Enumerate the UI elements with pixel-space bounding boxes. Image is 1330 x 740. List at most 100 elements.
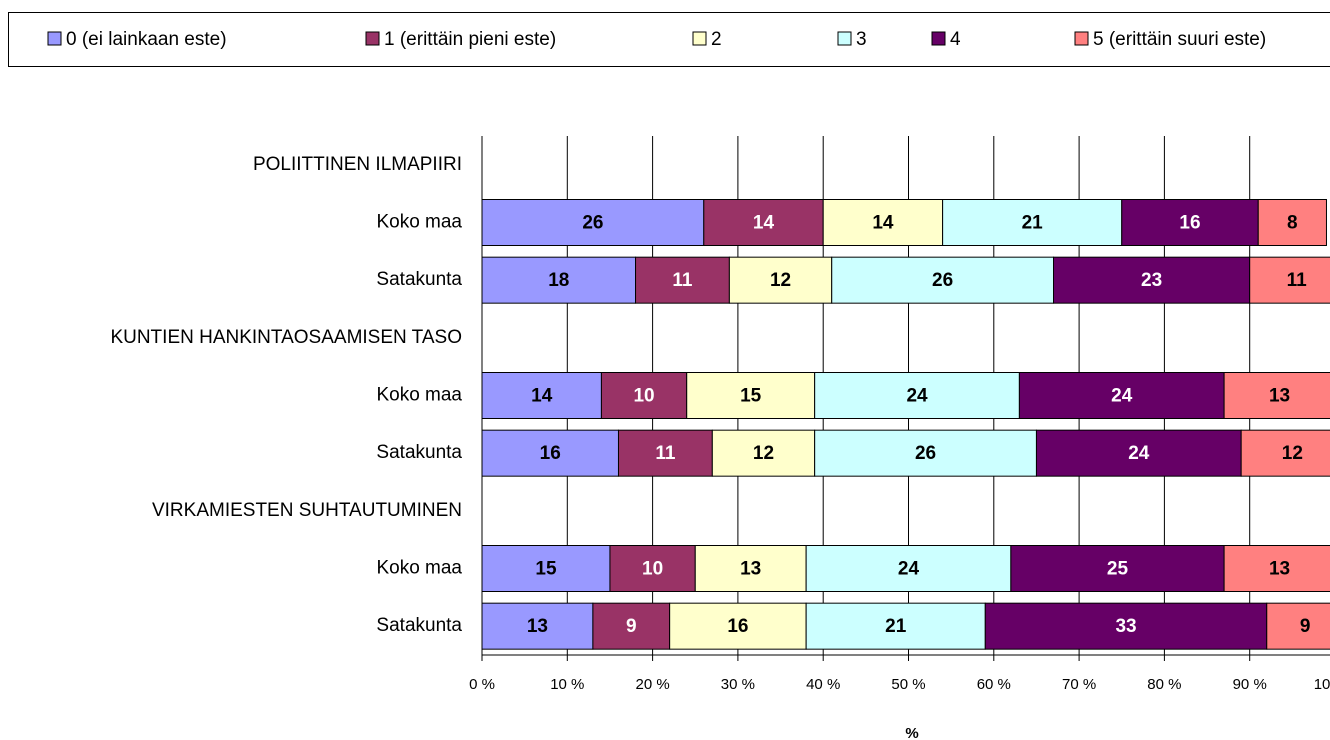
bar-segment [1223, 545, 1330, 592]
data-label: 13 [1269, 386, 1290, 407]
data-label: 14 [531, 386, 553, 407]
data-label: 12 [770, 270, 791, 291]
bar-segment [703, 199, 824, 246]
data-label: 24 [906, 386, 928, 407]
data-label: 9 [626, 616, 637, 637]
data-label: 16 [1179, 213, 1200, 234]
data-label: 24 [1128, 443, 1150, 464]
bar-segment [1053, 256, 1251, 304]
data-label: 14 [872, 213, 894, 234]
data-label: 9 [1300, 616, 1311, 637]
y-tick-label: Koko maa [376, 212, 462, 233]
y-tick-label: Satakunta [376, 269, 462, 290]
y-tick-label: Satakunta [376, 442, 462, 463]
data-label: 21 [1022, 213, 1044, 234]
x-tick-label: 70 % [1062, 676, 1096, 693]
bar-segment [822, 199, 944, 246]
bar-segment [635, 256, 730, 304]
data-label: 33 [1115, 616, 1136, 637]
legend-label: 1 (erittäin pieni este) [384, 29, 556, 50]
y-tick-label: POLIITTINEN ILMAPIIRI [253, 154, 462, 175]
legend-swatch [931, 31, 946, 46]
legend-box [8, 12, 1330, 67]
y-tick-label: Koko maa [376, 385, 462, 406]
bar-segment [669, 602, 807, 650]
y-tick-label: Satakunta [376, 615, 462, 636]
data-label: 13 [740, 559, 761, 580]
data-label: 21 [885, 616, 907, 637]
data-label: 18 [548, 270, 569, 291]
bar-segment [814, 372, 1020, 419]
data-label: 11 [1287, 270, 1308, 291]
legend-swatch [1074, 31, 1089, 46]
x-tick-label: 20 % [635, 676, 669, 693]
bar-segment [805, 545, 1012, 592]
x-tick-label: 60 % [977, 676, 1011, 693]
bar-segment [942, 199, 1123, 246]
legend-swatch [365, 31, 380, 46]
data-label: 10 [633, 386, 654, 407]
y-tick-label: Koko maa [376, 558, 462, 579]
data-label: 14 [753, 213, 775, 234]
data-label: 24 [1111, 386, 1133, 407]
bar-segment [1266, 602, 1330, 650]
bar-segment [711, 429, 816, 477]
data-label: 26 [915, 443, 936, 464]
bar-segment [805, 602, 986, 650]
data-label: 12 [753, 443, 774, 464]
bar-segment [984, 602, 1268, 650]
bar-segment [481, 602, 594, 650]
data-label: 23 [1141, 270, 1162, 291]
x-tick-label: 0 % [469, 676, 495, 693]
data-label: 13 [1269, 559, 1290, 580]
data-label: 26 [932, 270, 953, 291]
bar-segment [1249, 256, 1330, 304]
bar-segment [609, 545, 696, 592]
bar-segment [481, 429, 619, 477]
data-label: 25 [1107, 559, 1129, 580]
legend-label: 0 (ei lainkaan este) [66, 29, 227, 50]
bar-segment [686, 372, 816, 419]
bar-segment [1223, 372, 1330, 419]
data-label: 13 [527, 616, 548, 637]
data-label: 16 [727, 616, 748, 637]
data-label: 15 [740, 386, 762, 407]
bar-segment [1240, 429, 1330, 477]
x-tick-label: 100 % [1314, 676, 1330, 693]
bar-segment [617, 429, 713, 477]
x-tick-label: 30 % [721, 676, 755, 693]
bar-segment [814, 429, 1037, 477]
data-label: 24 [898, 559, 920, 580]
legend-swatch [692, 31, 707, 46]
x-tick-label: 10 % [550, 676, 584, 693]
legend-swatch [837, 31, 852, 46]
legend-swatch [47, 31, 62, 46]
data-label: 12 [1282, 443, 1303, 464]
bar-segment [481, 199, 705, 246]
bar-segment [600, 372, 688, 419]
legend-label: 4 [950, 29, 961, 50]
x-axis-title: % [905, 725, 918, 740]
legend-label: 5 (erittäin suuri este) [1093, 29, 1266, 50]
bar-segment [728, 256, 833, 304]
bar-segment [1257, 199, 1327, 246]
x-tick-label: 40 % [806, 676, 840, 693]
x-tick-label: 50 % [891, 676, 925, 693]
data-label: 11 [672, 270, 693, 291]
data-label: 11 [655, 443, 676, 464]
legend-label: 3 [856, 29, 867, 50]
y-tick-label: VIRKAMIESTEN SUHTAUTUMINEN [152, 500, 462, 521]
data-label: 16 [540, 443, 561, 464]
bar-segment [1018, 372, 1225, 419]
y-tick-label: KUNTIEN HANKINTAOSAAMISEN TASO [110, 327, 462, 348]
bar-segment [831, 256, 1055, 304]
data-label: 15 [535, 559, 557, 580]
data-label: 10 [642, 559, 663, 580]
x-tick-label: 90 % [1233, 676, 1267, 693]
bar-segment [694, 545, 807, 592]
bar-segment [481, 372, 602, 419]
bar-segment [481, 256, 637, 304]
legend-label: 2 [711, 29, 722, 50]
x-tick-label: 80 % [1147, 676, 1181, 693]
